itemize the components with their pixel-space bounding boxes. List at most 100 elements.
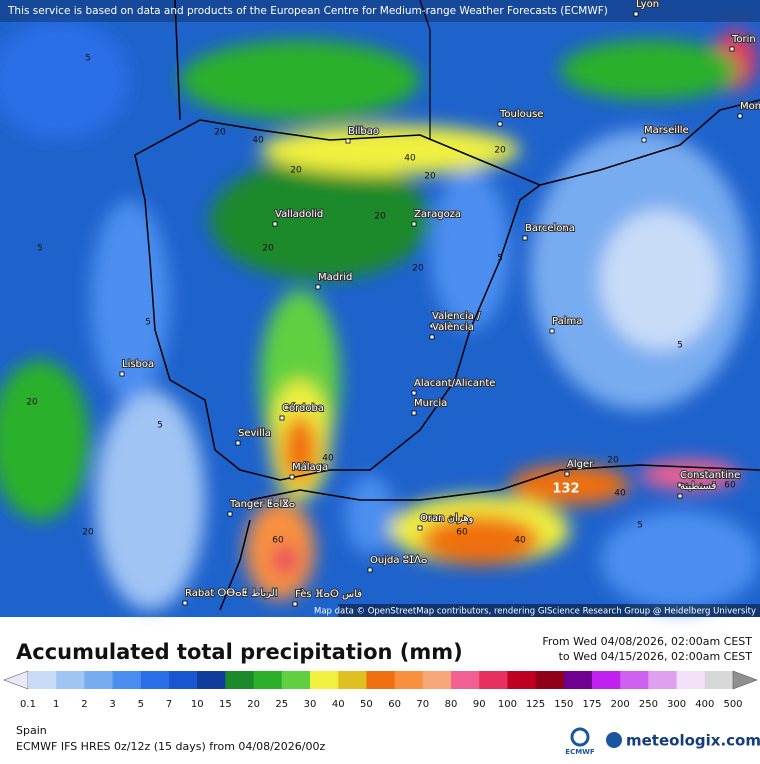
contour-label: 5 <box>157 421 163 431</box>
notice-band <box>0 0 760 22</box>
legend-label: 100 <box>498 699 517 710</box>
contour-label: 60 <box>456 528 468 538</box>
legend-label: 3 <box>109 699 115 710</box>
legend-label: 25 <box>275 699 288 710</box>
city-dot <box>411 390 417 396</box>
legend-label: 50 <box>360 699 373 710</box>
legend-swatch <box>394 671 424 689</box>
period-from: From Wed 04/08/2026, 02:00am CEST <box>542 635 752 648</box>
city-dot <box>411 410 417 416</box>
legend-title: Accumulated total precipitation (mm) <box>16 640 463 664</box>
contour-label: 40 <box>514 536 526 546</box>
attribution-band <box>338 604 760 617</box>
city-dot <box>292 601 298 607</box>
city-label: Barcelona <box>525 223 575 234</box>
legend-swatch <box>422 671 452 689</box>
city-label: Sevilla <box>238 428 271 439</box>
contour-label: 20 <box>290 166 302 176</box>
legend-label: 60 <box>388 699 401 710</box>
legend-arrow-right <box>732 670 758 690</box>
contour-label: 5 <box>677 341 683 351</box>
legend-label: 175 <box>582 699 601 710</box>
city-label: Toulouse <box>499 109 543 120</box>
model: ECMWF IFS HRES 0z/12z (15 days) from 04/… <box>16 740 326 753</box>
legend-label: 15 <box>219 699 232 710</box>
legend-swatch <box>197 671 226 689</box>
city-dot <box>549 328 555 334</box>
contour-label: 20 <box>494 146 506 156</box>
contour-label: 20 <box>82 528 94 538</box>
legend-swatch <box>84 671 113 689</box>
legend-label: 500 <box>723 699 742 710</box>
legend-label: 20 <box>247 699 260 710</box>
city-label: Madrid <box>318 272 352 283</box>
contour-label: 40 <box>404 154 416 164</box>
legend-label: 250 <box>639 699 658 710</box>
legend-swatch <box>648 671 677 689</box>
attribution: Map data © OpenStreetMap contributors, r… <box>314 607 756 617</box>
contour-label: 40 <box>614 489 626 499</box>
contour-label: 5 <box>497 254 503 264</box>
contour-label: 20 <box>412 264 424 274</box>
city-label: Murcia <box>414 398 447 409</box>
city-label: Oran وهران <box>420 513 474 524</box>
city-label: Alger <box>567 459 594 470</box>
city-dot <box>272 221 278 227</box>
legend-swatch <box>28 671 57 689</box>
contour-label: 20 <box>424 172 436 182</box>
brand-logo <box>606 732 622 748</box>
legend-swatch <box>563 671 593 689</box>
city-dot <box>182 600 188 606</box>
city-dot <box>429 323 435 329</box>
city-dot <box>641 137 647 143</box>
city-label: Córdoba <box>282 402 324 414</box>
legend-label: 70 <box>416 699 429 710</box>
legend-label: 7 <box>166 699 172 710</box>
legend-swatch <box>704 671 734 689</box>
legend-label: 0.1 <box>20 699 36 710</box>
legend-swatch <box>112 671 142 689</box>
contour-label: 40 <box>252 136 264 146</box>
city-dot <box>289 474 295 480</box>
contour-label: 60 <box>272 536 284 546</box>
max-label: 132 <box>552 482 579 497</box>
city-label: Valencia / <box>432 311 481 322</box>
legend-label: 80 <box>445 699 458 710</box>
city-label: Lisboa <box>122 359 154 370</box>
legend-swatch <box>366 671 395 689</box>
legend-label: 300 <box>667 699 686 710</box>
legend-swatch <box>620 671 649 689</box>
city-dot <box>411 221 417 227</box>
legend-label: 1 <box>53 699 59 710</box>
city-label: Fès ⴼⴰⵙ فاس <box>295 588 362 600</box>
city-label: Marseille <box>644 125 689 136</box>
legend-swatch <box>676 671 706 689</box>
city-label: Rabat ⵔⴱⴰⵟ الرباط <box>185 588 277 599</box>
legend-swatch <box>479 671 508 689</box>
city-label: Valladolid <box>275 209 323 220</box>
contour-label: 60 <box>724 481 736 491</box>
legend-swatch <box>169 671 198 689</box>
legend-label: 40 <box>332 699 345 710</box>
city-label: Alacant/Alicante <box>414 378 495 389</box>
city-dot <box>564 471 570 477</box>
city-label: Zaragoza <box>414 209 461 220</box>
period-to: to Wed 04/15/2026, 02:00am CEST <box>559 650 753 663</box>
contour-label: 5 <box>37 244 43 254</box>
legend-label: 10 <box>191 699 204 710</box>
city-label: Málaga <box>292 461 328 473</box>
legend-swatch <box>225 671 254 689</box>
legend-swatch <box>535 671 565 689</box>
ecmwf-text: ECMWF <box>565 748 595 756</box>
city-label: Oujda ⵓⵊⴷⴰ <box>370 555 427 566</box>
map <box>0 0 760 617</box>
city-label: València <box>432 321 474 333</box>
city-label: Torin <box>731 34 756 45</box>
legend-swatch <box>592 671 621 689</box>
legend-arrow-left <box>3 670 29 690</box>
contour-label: 20 <box>374 212 386 222</box>
city-label: Monaco <box>740 101 760 112</box>
legend-label: 125 <box>526 699 545 710</box>
legend-label: 2 <box>81 699 87 710</box>
city-dot <box>279 415 285 421</box>
